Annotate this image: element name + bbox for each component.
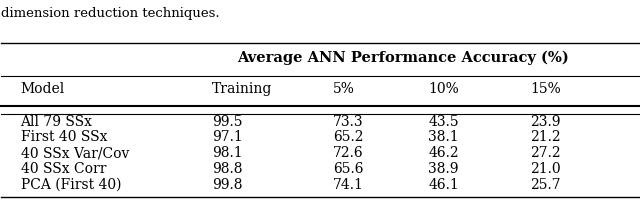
Text: Average ANN Performance Accuracy (%): Average ANN Performance Accuracy (%) (237, 50, 569, 65)
Text: 38.1: 38.1 (428, 130, 459, 144)
Text: 74.1: 74.1 (333, 178, 364, 192)
Text: 40 SSx Corr: 40 SSx Corr (20, 162, 106, 176)
Text: 10%: 10% (428, 82, 459, 96)
Text: 38.9: 38.9 (428, 162, 459, 176)
Text: 98.8: 98.8 (212, 162, 242, 176)
Text: 72.6: 72.6 (333, 146, 364, 160)
Text: 23.9: 23.9 (531, 115, 561, 129)
Text: 65.2: 65.2 (333, 130, 364, 144)
Text: 25.7: 25.7 (531, 178, 561, 192)
Text: 46.1: 46.1 (428, 178, 459, 192)
Text: Training: Training (212, 82, 272, 96)
Text: All 79 SSx: All 79 SSx (20, 115, 93, 129)
Text: 65.6: 65.6 (333, 162, 364, 176)
Text: 97.1: 97.1 (212, 130, 243, 144)
Text: Model: Model (20, 82, 65, 96)
Text: 15%: 15% (531, 82, 561, 96)
Text: 99.8: 99.8 (212, 178, 242, 192)
Text: 99.5: 99.5 (212, 115, 242, 129)
Text: PCA (First 40): PCA (First 40) (20, 178, 121, 192)
Text: 43.5: 43.5 (428, 115, 459, 129)
Text: 46.2: 46.2 (428, 146, 459, 160)
Text: 98.1: 98.1 (212, 146, 243, 160)
Text: 21.2: 21.2 (531, 130, 561, 144)
Text: 40 SSx Var/Cov: 40 SSx Var/Cov (20, 146, 129, 160)
Text: 73.3: 73.3 (333, 115, 364, 129)
Text: 5%: 5% (333, 82, 355, 96)
Text: 21.0: 21.0 (531, 162, 561, 176)
Text: 27.2: 27.2 (531, 146, 561, 160)
Text: dimension reduction techniques.: dimension reduction techniques. (1, 7, 220, 20)
Text: First 40 SSx: First 40 SSx (20, 130, 107, 144)
